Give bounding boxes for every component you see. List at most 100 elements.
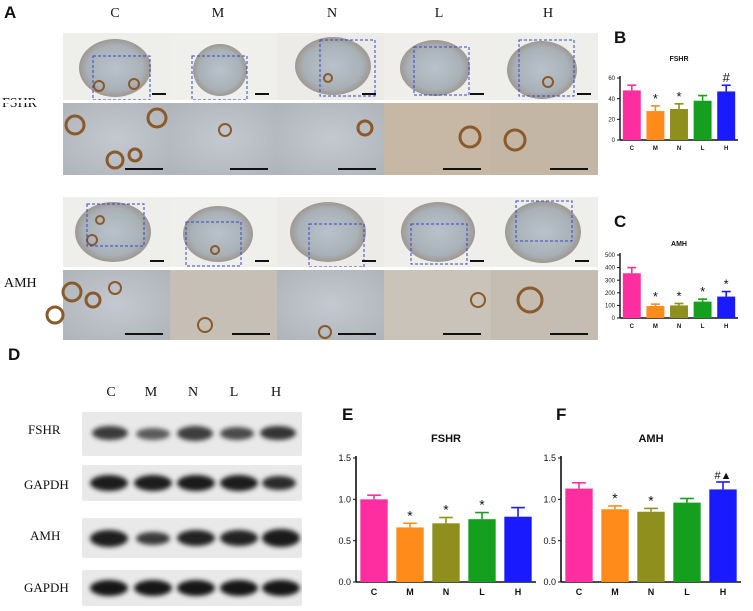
band <box>136 428 170 440</box>
y-tick-label: 1.0 <box>543 494 556 504</box>
band <box>177 426 213 441</box>
blot-group-label-m: M <box>144 385 158 400</box>
significance-marker: # <box>723 70 731 85</box>
band <box>177 580 215 596</box>
band <box>220 475 258 491</box>
x-tick-label: M <box>406 587 414 597</box>
fshr-overview-row <box>63 33 598 101</box>
x-tick-label: H <box>724 146 728 152</box>
chart-e: FSHR 0.0 0.5 1.0 1.5 C M * N * L * H <box>338 433 536 597</box>
y-tick-label: 40 <box>608 97 615 103</box>
y-tick-label: 20 <box>608 117 615 123</box>
blot-strip-gapdh-2 <box>82 570 302 606</box>
significance-marker: * <box>676 289 681 304</box>
x-tick-label: M <box>611 587 619 597</box>
x-tick-label: C <box>576 587 583 597</box>
bar-h <box>504 516 532 582</box>
significance-marker: * <box>724 277 729 292</box>
bar-l <box>468 519 496 582</box>
blot-strip-amh <box>82 518 302 558</box>
bar-n <box>670 109 688 140</box>
band <box>134 475 172 491</box>
blot-group-label-n: N <box>187 385 199 400</box>
blot-label-amh: AMH <box>30 528 61 543</box>
ihc-group-label-h: H <box>542 6 554 21</box>
fshr-zoom-row <box>63 103 598 175</box>
y-tick-label: 500 <box>605 253 616 259</box>
band <box>90 530 128 547</box>
blot-label-fshr: FSHR <box>28 422 61 437</box>
y-tick-label: 1.5 <box>338 453 351 463</box>
y-tick-label: 300 <box>605 278 616 284</box>
blot-strip-gapdh-1 <box>82 465 302 501</box>
y-tick-label: 0.0 <box>338 577 351 587</box>
x-tick-label: N <box>677 324 681 330</box>
significance-marker: * <box>612 490 618 506</box>
band <box>177 475 215 491</box>
chart-title: FSHR <box>431 433 461 445</box>
blot-label-gapdh-2: GAPDH <box>24 580 69 595</box>
y-tick-label: 0.5 <box>338 536 351 546</box>
y-tick-label: 60 <box>608 76 615 82</box>
x-tick-label: H <box>515 587 522 597</box>
panel-letter-f: F <box>556 405 567 424</box>
y-tick-label: 100 <box>605 304 616 310</box>
y-tick-label: 200 <box>605 291 616 297</box>
bar-m <box>396 527 424 582</box>
ihc-group-label-n: N <box>326 6 338 21</box>
band <box>220 580 258 596</box>
panel-letter-d: D <box>8 345 21 364</box>
bar-n <box>637 511 665 582</box>
bar-m <box>646 306 665 318</box>
band <box>177 530 215 546</box>
chart-b: FSHR 0 20 40 60 C M * N * L H # <box>608 56 738 152</box>
blot-group-label-c: C <box>106 385 116 400</box>
bar-c <box>360 499 388 582</box>
x-tick-label: L <box>701 324 705 330</box>
bar-h <box>717 296 736 318</box>
band <box>262 476 296 490</box>
x-tick-label: L <box>684 587 690 597</box>
bar-c <box>565 488 593 582</box>
x-tick-label: L <box>701 146 705 152</box>
band <box>262 580 300 596</box>
chart-title: AMH <box>671 241 687 248</box>
amh-zoom-row <box>45 270 598 340</box>
y-tick-label: 1.5 <box>543 453 556 463</box>
significance-marker: * <box>676 89 681 104</box>
bar-l <box>693 100 712 140</box>
bar-h <box>709 489 737 582</box>
bar-l <box>693 301 712 318</box>
band <box>136 532 170 545</box>
band <box>90 580 128 596</box>
significance-marker: * <box>407 507 413 523</box>
panel-letter-a: A <box>4 3 17 22</box>
chart-title: AMH <box>638 433 663 445</box>
band <box>134 580 172 596</box>
band <box>220 530 258 546</box>
x-tick-label: H <box>724 324 728 330</box>
panel-letter-b: B <box>614 28 627 47</box>
bar-m <box>601 509 629 582</box>
significance-marker: * <box>443 502 449 518</box>
ihc-row-label-fshr: FSHR <box>2 96 38 111</box>
panel-letter-e: E <box>342 405 354 424</box>
chart-f: AMH 0.0 0.5 1.0 1.5 C M * N * L H #▲ <box>543 433 741 597</box>
chart-c: AMH 0 100 200 300 400 500 C M * N * L * H * <box>605 241 738 330</box>
ihc-group-label-l: L <box>434 6 444 21</box>
bar-l <box>673 502 701 582</box>
y-tick-label: 1.0 <box>338 494 351 504</box>
x-tick-label: N <box>677 146 681 152</box>
bar-c <box>622 273 641 318</box>
ihc-row-label-amh: AMH <box>4 276 37 291</box>
blot-group-label-l: L <box>229 385 239 400</box>
blot-group-label-h: H <box>270 385 282 400</box>
band <box>92 426 128 440</box>
x-tick-label: M <box>653 324 658 330</box>
significance-marker: * <box>648 492 654 508</box>
y-tick-label: 400 <box>605 266 616 272</box>
band <box>220 427 254 440</box>
x-tick-label: H <box>720 587 727 597</box>
bar-h <box>717 91 736 140</box>
significance-marker: * <box>700 284 705 299</box>
